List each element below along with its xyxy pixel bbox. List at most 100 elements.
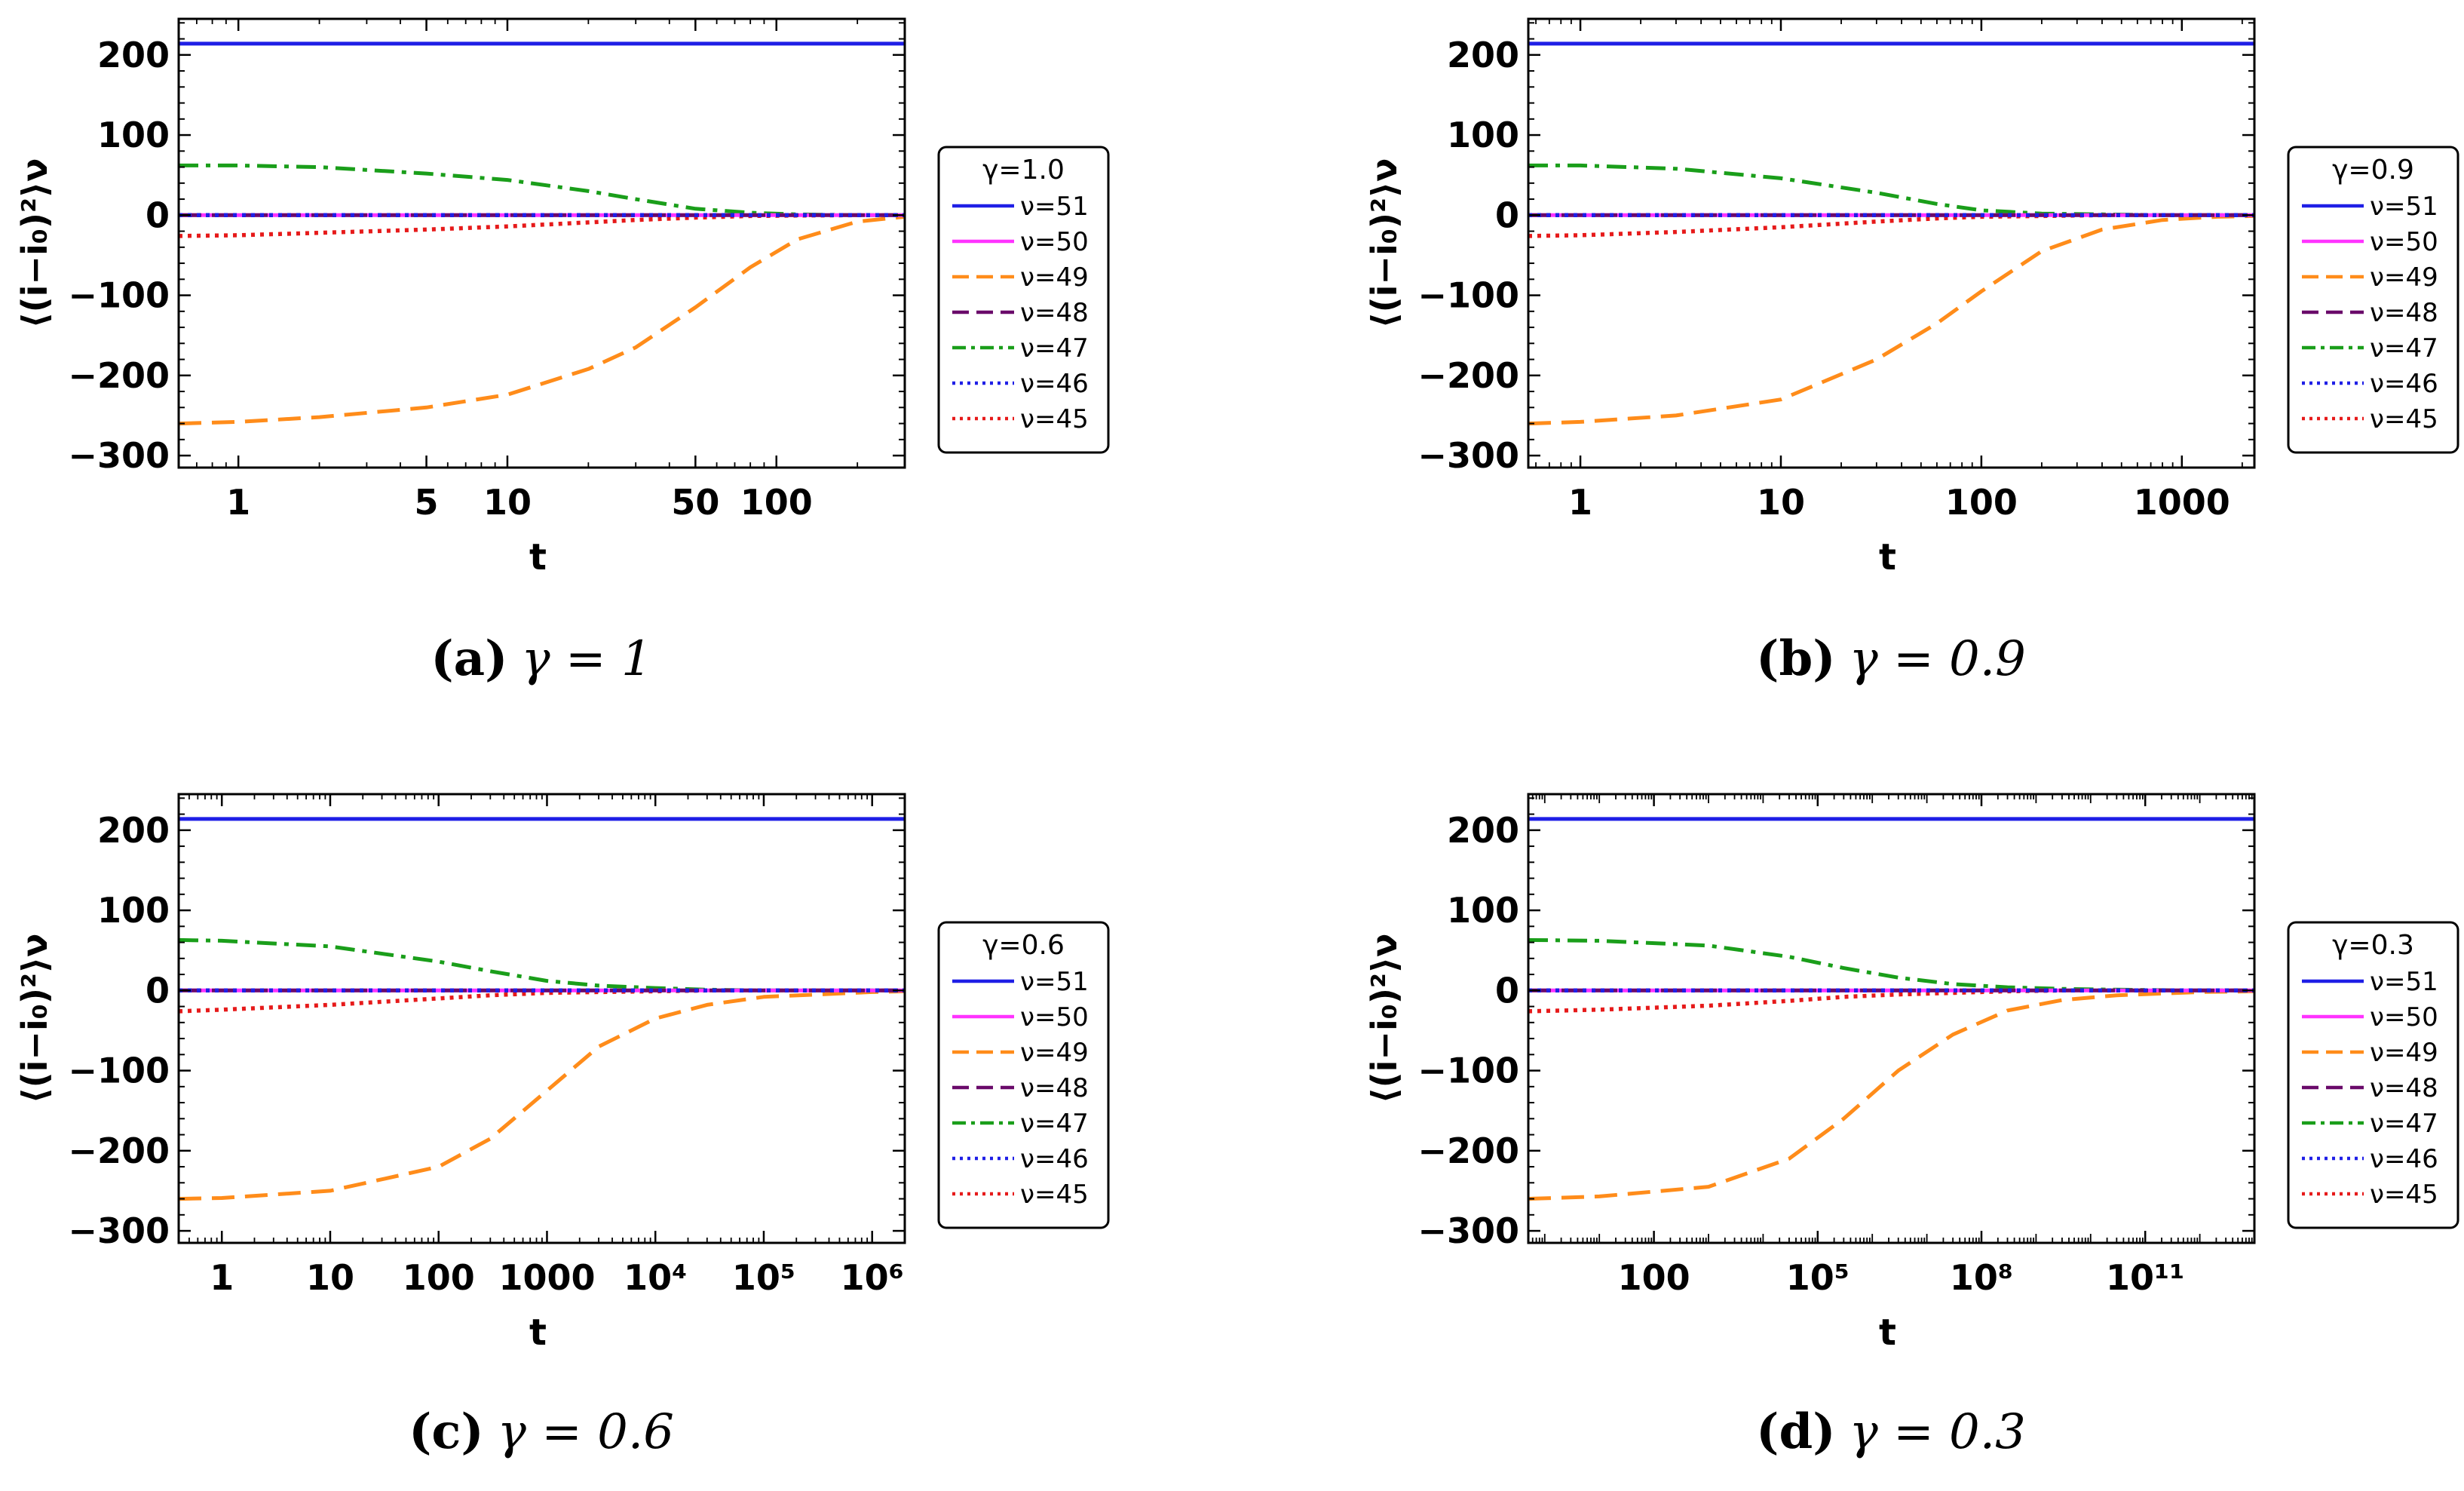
panel-caption: (a) γ = 1 [431, 630, 651, 687]
legend-label: ν=45 [2370, 404, 2438, 434]
x-tick-label: 1 [210, 1257, 234, 1298]
legend-box [2287, 146, 2459, 454]
y-tick-label: −300 [1417, 435, 1519, 476]
x-tick-label: 10⁵ [1786, 1257, 1850, 1298]
legend-label: ν=49 [2370, 262, 2438, 293]
series-group [179, 41, 905, 426]
series-line-nu-47 [1528, 163, 2254, 217]
legend-label: ν=47 [1020, 333, 1089, 364]
y-tick-label: −100 [1417, 275, 1519, 316]
x-tick-label: 1000 [498, 1257, 595, 1298]
y-tick-label: 100 [1447, 890, 1519, 931]
legend-label: ν=48 [1020, 1073, 1089, 1103]
legend-label: ν=45 [1020, 1180, 1089, 1210]
y-tick-label: 100 [97, 890, 170, 931]
plot-frame [177, 17, 906, 469]
legend-box [937, 921, 1110, 1229]
x-tick-label: 100 [403, 1257, 475, 1298]
y-tick-label: −300 [68, 435, 170, 476]
plot-frame [177, 793, 906, 1244]
series-group [1528, 41, 2254, 426]
x-tick-label: 100 [1618, 1257, 1690, 1298]
y-tick-label: −100 [68, 275, 170, 316]
legend-label: ν=50 [1020, 227, 1089, 257]
x-tick-label: 10 [306, 1257, 354, 1298]
y-tick-label: −200 [68, 1131, 170, 1171]
x-tick-label: 50 [671, 482, 719, 523]
legend-label: ν=46 [1020, 1144, 1089, 1174]
legend-label: ν=46 [2370, 369, 2438, 399]
legend-label: ν=51 [2370, 967, 2438, 997]
x-tick-label: 5 [415, 482, 439, 523]
panel-a: −300 −200 −100 0 100 200 1 5 10 50 100 t ⟨(i−i₀)²⟩ν γ… [14, 17, 1110, 687]
caption-equation: γ = 0.6 [498, 1404, 674, 1460]
x-tick-label: 10¹¹ [2106, 1257, 2184, 1298]
legend-label: ν=49 [1020, 262, 1089, 293]
legend-label: ν=49 [1020, 1038, 1089, 1068]
y-tick-label: 100 [1447, 115, 1519, 155]
legend-title: γ=0.3 [2332, 930, 2414, 961]
y-tick-label: −300 [1417, 1210, 1519, 1251]
x-tick-label: 10⁶ [841, 1257, 904, 1298]
legend-box [2287, 921, 2459, 1229]
x-axis-label: t [1879, 536, 1896, 578]
legend-label: ν=47 [1020, 1109, 1089, 1139]
x-tick-label: 10⁴ [624, 1257, 687, 1298]
x-axis-label: t [529, 536, 547, 578]
panel-c: −300 −200 −100 0 100 200 1 10 100 1000 10⁴ 10⁵ 10⁶ t ⟨… [14, 793, 1110, 1460]
series-line-nu-45 [179, 213, 905, 238]
legend-label: ν=51 [2370, 192, 2438, 222]
legend: γ=0.6 ν=51 ν=50 ν=49 ν=48 ν=47 ν=46 ν=45 [937, 921, 1110, 1229]
legend-label: ν=49 [2370, 1038, 2438, 1068]
legend-label: ν=46 [2370, 1144, 2438, 1174]
panel-caption: (d) γ = 0.3 [1756, 1404, 2026, 1460]
x-tick-label: 10⁵ [732, 1257, 795, 1298]
plot-frame [1527, 17, 2256, 469]
series-group [1528, 817, 2254, 1201]
y-tick-label: −300 [68, 1210, 170, 1251]
legend-label: ν=50 [2370, 1002, 2438, 1032]
y-tick-label: 0 [146, 195, 170, 235]
series-line-nu-49 [179, 214, 905, 426]
caption-tag: (a) [431, 630, 507, 687]
y-tick-label: −200 [1417, 355, 1519, 396]
caption-equation: γ = 1 [521, 631, 651, 687]
y-tick-label: −100 [1417, 1051, 1519, 1091]
y-axis-label: ⟨(i−i₀)²⟩ν [1364, 934, 1405, 1104]
series-line-nu-49 [179, 989, 905, 1201]
series-line-nu-45 [1528, 213, 2254, 238]
legend-label: ν=46 [1020, 369, 1089, 399]
caption-tag: (c) [409, 1404, 484, 1460]
x-tick-label: 10 [483, 482, 532, 523]
y-tick-label: 0 [146, 970, 170, 1011]
x-axis-label: t [529, 1312, 547, 1354]
legend-label: ν=48 [2370, 298, 2438, 328]
caption-equation: γ = 0.9 [1849, 631, 2025, 687]
series-line-nu-47 [1528, 937, 2254, 992]
panel-d: −300 −200 −100 0 100 200 100 10⁵ 10⁸ 10¹¹ t ⟨(i−i₀)… [1364, 793, 2459, 1460]
legend-title: γ=1.0 [982, 155, 1065, 186]
legend-label: ν=48 [1020, 298, 1089, 328]
y-tick-label: 0 [1495, 970, 1519, 1011]
legend-label: ν=51 [1020, 967, 1089, 997]
caption-tag: (d) [1756, 1404, 1835, 1460]
y-tick-label: 200 [1447, 810, 1519, 851]
plot-frame [1527, 793, 2256, 1244]
legend-title: γ=0.9 [2332, 155, 2414, 186]
y-tick-label: 200 [97, 810, 170, 851]
y-tick-label: −200 [68, 355, 170, 396]
x-axis-label: t [1879, 1312, 1896, 1354]
series-line-nu-47 [179, 163, 905, 217]
legend-label: ν=51 [1020, 192, 1089, 222]
y-axis-label: ⟨(i−i₀)²⟩ν [1364, 158, 1405, 329]
y-tick-label: 100 [97, 115, 170, 155]
x-tick-label: 10⁸ [1950, 1257, 2013, 1298]
series-group [179, 817, 905, 1201]
panel-caption: (c) γ = 0.6 [409, 1404, 674, 1460]
legend: γ=0.9 ν=51 ν=50 ν=49 ν=48 ν=47 ν=46 ν=45 [2287, 146, 2459, 454]
y-axis-label: ⟨(i−i₀)²⟩ν [14, 934, 55, 1104]
y-tick-label: −200 [1417, 1131, 1519, 1171]
legend-label: ν=45 [2370, 1180, 2438, 1210]
y-tick-label: 200 [97, 35, 170, 75]
